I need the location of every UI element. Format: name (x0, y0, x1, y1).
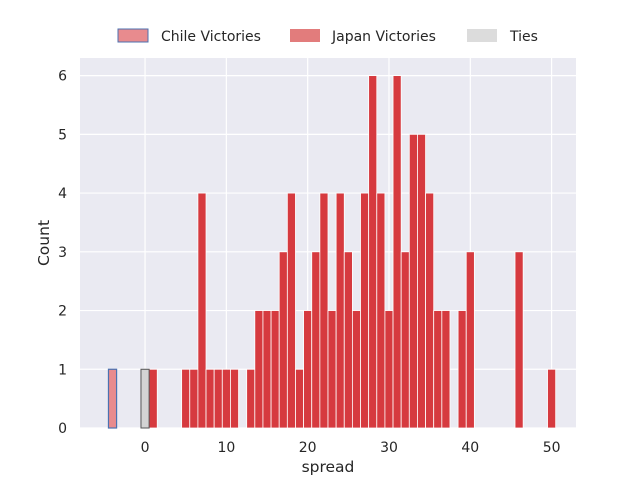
bar-japan (230, 368, 239, 429)
x-tick-labels: 0 10 20 30 40 50 (141, 440, 561, 456)
x-tick-label: 50 (543, 440, 561, 456)
bar-japan (254, 310, 264, 429)
bar-japan (303, 310, 313, 429)
bar-japan (246, 368, 256, 429)
bar-japan (360, 192, 370, 429)
y-tick-labels: 0 1 2 3 4 5 6 (58, 69, 67, 437)
x-tick-label: 20 (299, 440, 317, 456)
bars (107, 75, 557, 429)
legend: Chile Victories Japan Victories Ties (117, 28, 538, 45)
bar-japan (148, 368, 158, 429)
legend-swatch-japan (290, 29, 320, 42)
bar-japan (392, 75, 402, 429)
bar-japan (335, 192, 345, 429)
legend-label-ties: Ties (509, 29, 538, 45)
y-tick-label: 6 (58, 69, 67, 85)
bar-japan (400, 251, 410, 429)
x-tick-label: 0 (141, 440, 150, 456)
x-tick-label: 30 (380, 440, 398, 456)
y-tick-label: 3 (58, 245, 67, 261)
bar-japan (408, 133, 418, 429)
bar-japan (417, 133, 426, 429)
x-tick-label: 10 (217, 440, 235, 456)
legend-swatch-ties (467, 29, 497, 42)
bar-japan (221, 368, 231, 429)
bar-japan (327, 310, 337, 429)
bar-japan (311, 251, 321, 429)
bar-japan (205, 368, 215, 429)
bar-japan (376, 192, 386, 429)
bar-japan (441, 310, 451, 429)
bar-japan (368, 75, 378, 429)
bar-japan (547, 368, 557, 429)
bar-japan (457, 310, 467, 429)
bar-japan (465, 251, 475, 429)
x-tick-label: 40 (461, 440, 479, 456)
bar-japan (425, 192, 435, 429)
legend-swatch-chile (117, 28, 149, 43)
y-axis-label: Count (35, 220, 53, 266)
bar-ties (140, 368, 150, 429)
y-tick-label: 0 (58, 421, 67, 437)
bar-chile (107, 368, 118, 429)
bar-japan (286, 192, 296, 429)
bar-japan (343, 251, 353, 429)
bar-japan (262, 310, 272, 429)
x-axis-label: spread (302, 458, 355, 476)
bar-japan (213, 368, 223, 429)
bar-japan (295, 368, 305, 429)
bar-japan (278, 251, 288, 429)
bar-japan (384, 310, 394, 429)
bar-japan (270, 310, 280, 429)
bar-japan (351, 310, 361, 429)
bar-japan (433, 310, 443, 429)
y-tick-label: 5 (58, 127, 67, 143)
y-tick-label: 2 (58, 304, 67, 320)
bar-japan (319, 192, 329, 429)
bar-japan (189, 368, 199, 429)
legend-label-japan: Japan Victories (331, 29, 436, 45)
y-tick-label: 4 (58, 186, 67, 202)
bar-japan (181, 368, 191, 429)
bar-japan (514, 251, 524, 429)
y-tick-label: 1 (58, 362, 67, 378)
bar-japan (197, 192, 207, 429)
legend-label-chile: Chile Victories (161, 29, 261, 45)
